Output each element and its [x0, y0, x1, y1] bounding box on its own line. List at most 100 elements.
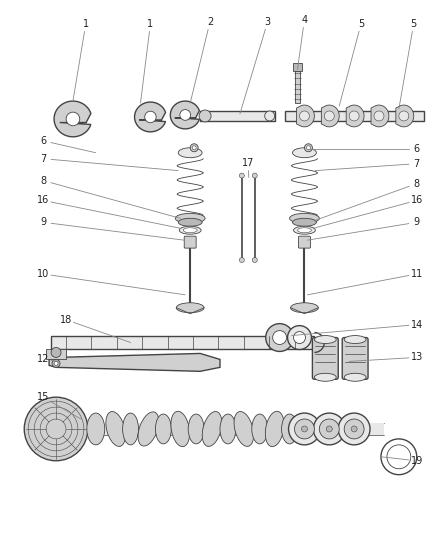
Ellipse shape — [234, 411, 254, 447]
Text: 16: 16 — [410, 196, 423, 205]
Text: 7: 7 — [413, 159, 420, 168]
Polygon shape — [371, 105, 389, 127]
Circle shape — [307, 146, 311, 150]
Polygon shape — [346, 105, 364, 127]
Circle shape — [300, 111, 309, 121]
Circle shape — [199, 110, 211, 122]
Ellipse shape — [265, 411, 284, 447]
Ellipse shape — [175, 213, 205, 223]
Bar — [200, 111, 275, 121]
Text: 15: 15 — [37, 392, 49, 402]
Bar — [46, 350, 66, 359]
Ellipse shape — [188, 414, 204, 444]
Circle shape — [265, 111, 275, 121]
Circle shape — [319, 419, 339, 439]
Ellipse shape — [202, 411, 222, 447]
Ellipse shape — [220, 414, 236, 444]
Ellipse shape — [344, 373, 366, 381]
FancyBboxPatch shape — [312, 337, 338, 379]
Circle shape — [252, 173, 257, 178]
FancyBboxPatch shape — [342, 337, 368, 379]
Circle shape — [192, 146, 196, 150]
Ellipse shape — [178, 219, 202, 226]
Circle shape — [266, 324, 293, 351]
Circle shape — [190, 144, 198, 152]
Circle shape — [52, 359, 60, 367]
Text: 9: 9 — [40, 217, 46, 227]
Circle shape — [351, 426, 357, 432]
Circle shape — [301, 426, 307, 432]
Polygon shape — [170, 101, 199, 129]
Text: 4: 4 — [301, 14, 307, 25]
Bar — [294, 71, 300, 103]
Circle shape — [293, 332, 305, 343]
Text: 6: 6 — [40, 136, 46, 146]
Circle shape — [145, 111, 156, 123]
Ellipse shape — [155, 414, 171, 444]
Text: 8: 8 — [413, 179, 420, 189]
Ellipse shape — [290, 303, 318, 313]
Polygon shape — [134, 102, 166, 132]
Text: 5: 5 — [411, 19, 417, 29]
Circle shape — [51, 348, 61, 358]
Text: 1: 1 — [147, 19, 153, 29]
Ellipse shape — [297, 228, 311, 233]
Text: 7: 7 — [40, 154, 46, 164]
Text: 9: 9 — [413, 217, 420, 227]
Circle shape — [24, 397, 88, 461]
Bar — [51, 336, 314, 350]
Circle shape — [399, 111, 409, 121]
Ellipse shape — [138, 412, 159, 446]
Circle shape — [314, 413, 345, 445]
Circle shape — [349, 111, 359, 121]
Text: 2: 2 — [207, 17, 213, 27]
Bar — [293, 63, 303, 71]
Ellipse shape — [171, 411, 190, 447]
Text: 13: 13 — [410, 352, 423, 362]
Circle shape — [240, 173, 244, 178]
Text: 18: 18 — [60, 314, 72, 325]
Text: 5: 5 — [358, 19, 364, 29]
Ellipse shape — [290, 213, 319, 223]
Ellipse shape — [282, 414, 297, 444]
Text: 17: 17 — [242, 158, 254, 168]
Ellipse shape — [344, 336, 366, 343]
Circle shape — [273, 330, 286, 344]
Polygon shape — [297, 105, 314, 127]
Polygon shape — [396, 105, 414, 127]
Polygon shape — [49, 353, 220, 372]
Text: 19: 19 — [410, 456, 423, 466]
Ellipse shape — [87, 413, 105, 445]
Circle shape — [252, 257, 257, 263]
Ellipse shape — [123, 413, 138, 445]
Circle shape — [288, 326, 311, 350]
Circle shape — [289, 413, 320, 445]
Text: 1: 1 — [83, 19, 89, 29]
Circle shape — [374, 111, 384, 121]
Circle shape — [240, 257, 244, 263]
Circle shape — [54, 361, 58, 365]
Ellipse shape — [314, 336, 336, 343]
FancyBboxPatch shape — [298, 236, 311, 248]
Polygon shape — [321, 105, 339, 127]
Circle shape — [180, 110, 191, 120]
Text: 6: 6 — [413, 144, 420, 154]
Circle shape — [326, 426, 332, 432]
Text: 14: 14 — [410, 320, 423, 329]
Ellipse shape — [293, 226, 315, 234]
Ellipse shape — [293, 148, 316, 158]
Circle shape — [294, 419, 314, 439]
Ellipse shape — [252, 414, 268, 444]
Ellipse shape — [183, 228, 197, 233]
Bar — [86, 423, 384, 435]
FancyBboxPatch shape — [184, 236, 196, 248]
Circle shape — [66, 112, 80, 126]
Ellipse shape — [293, 219, 316, 226]
Ellipse shape — [178, 148, 202, 158]
Text: 3: 3 — [265, 17, 271, 27]
Polygon shape — [54, 101, 91, 137]
Circle shape — [304, 144, 312, 152]
Circle shape — [338, 413, 370, 445]
Ellipse shape — [179, 226, 201, 234]
Ellipse shape — [314, 373, 336, 381]
